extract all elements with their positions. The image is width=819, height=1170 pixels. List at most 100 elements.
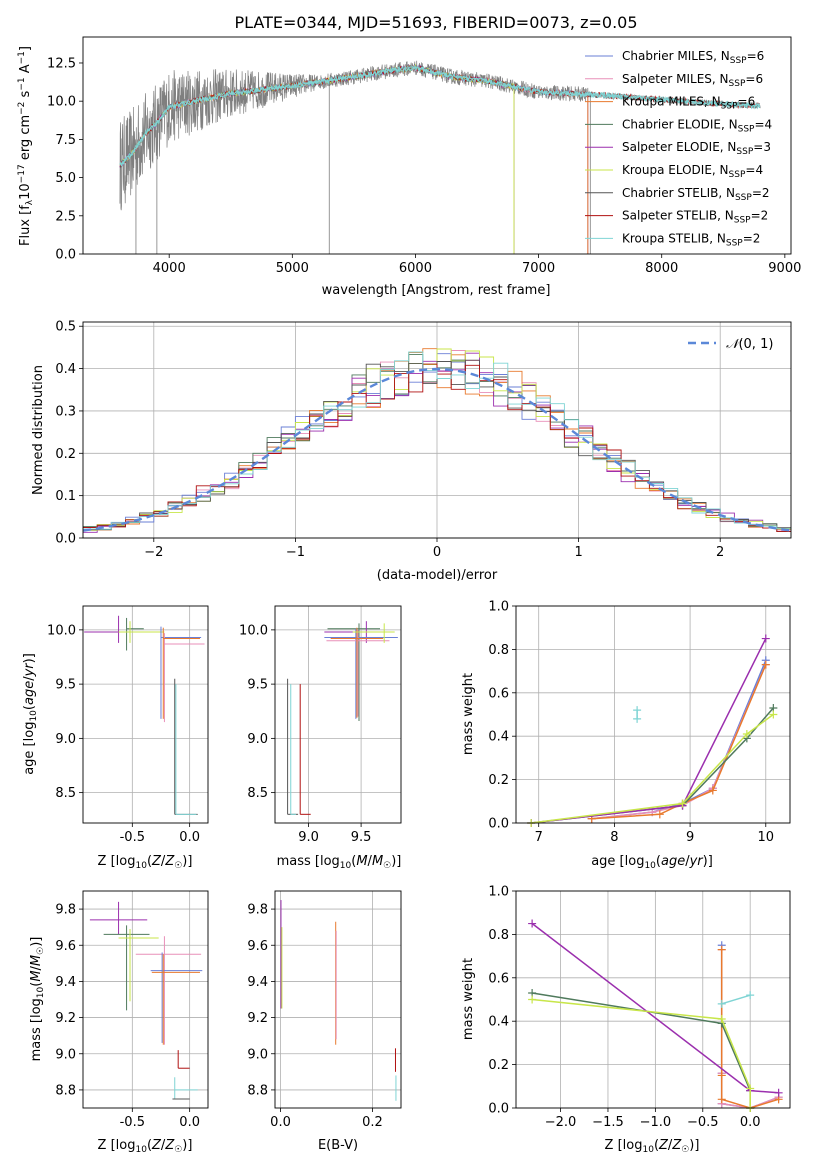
tick-label-x: −1.5 [592,1115,624,1130]
legend-entry: Kroupa STELIB, NSSP=2 [622,231,760,248]
tick-label-y: 0.4 [55,362,76,377]
tick-label-x: 2 [716,545,724,560]
tick-label-y: 0.5 [55,320,76,335]
errorbars [287,621,398,815]
tick-label-y: 0.0 [488,1102,509,1117]
tick-label-x: 9.0 [298,830,319,845]
series-marker [746,991,755,1000]
axis-label-y: Normed distribution [31,365,46,495]
mass-vs-metallicity-panel: -0.5 0.0 8.8 9.0 9.2 9.4 9.6 9.8 Z [log10(Z/Z☉)]… [29,890,209,1155]
tick-label-x: −2.0 [545,1115,577,1130]
legend-entry: Chabrier STELIB, NSSP=2 [622,186,770,203]
legend-entry: Salpeter ELODIE, NSSP=3 [622,140,771,157]
spectrum-panel: 4000 5000 6000 7000 8000 9000 0.0 2.5 5.0 7.5 10.0… [17,36,801,298]
axes-frame [82,890,209,1109]
tick-label-y: 0.2 [488,773,509,788]
tick-label-y: 9.6 [247,939,268,954]
age-vs-metallicity-panel: -0.5 0.0 8.5 9.0 9.5 10.0 Z [log10(Z/Z☉)] age [… [22,605,209,871]
axes-frame [274,890,402,1109]
tick-label-x: 10 [758,830,775,845]
tick-label-x: -0.5 [120,830,145,845]
axes-frame [82,605,209,824]
series-line [532,998,751,1108]
tick-label-y: 10.0 [239,623,268,638]
tick-label-y: 8.5 [247,786,268,801]
tick-label-x: −2 [144,545,163,560]
series-marker [633,706,642,715]
tick-label-y: 12.5 [47,56,76,71]
tick-label-x: 0.0 [179,830,200,845]
tick-label-y: 0.8 [488,643,509,658]
tick-label-x: 0.2 [362,1115,383,1130]
legend-entry: Kroupa MILES, NSSP=6 [622,95,755,112]
tick-label-y: 0.1 [55,489,76,504]
tick-label-y: 9.8 [247,903,268,918]
axes-frame [515,890,791,1109]
tick-label-y: 1.0 [488,600,509,615]
axis-label-x: E(B-V) [318,1138,358,1153]
series-marker [746,1084,755,1093]
series-marker [769,710,778,719]
residual-histogram-panel: −2 −1 0 1 2 0.0 0.1 0.2 0.3 0.4 0.5 𝒩(0, 1) (data-mo… [31,320,792,583]
series-marker [761,660,770,669]
tick-label-x: 4000 [153,261,186,276]
tick-label-x: 8 [610,830,618,845]
tick-label-y: 0.2 [488,1058,509,1073]
axis-label-x: Z [log10(Z/Z☉)] [98,1138,193,1155]
legend-entry: Salpeter STELIB, NSSP=2 [622,209,768,226]
tick-label-y: 9.8 [55,903,76,918]
tick-label-y: 0.4 [488,1015,509,1030]
series-marker [678,799,687,808]
tick-label-y: 10.0 [47,95,76,110]
tick-label-y: 9.0 [247,732,268,747]
series-line [531,713,774,824]
tick-label-y: 9.5 [247,678,268,693]
axes-frame [82,321,792,539]
tick-label-y: 9.6 [55,939,76,954]
series-marker [633,714,642,723]
series-line [531,638,767,824]
tick-label-y: 9.5 [55,678,76,693]
tick-label-x: 0.0 [270,1115,291,1130]
tick-label-x: −1 [286,545,305,560]
tick-label-x: 9 [686,830,694,845]
axis-label-y: mass weight [461,958,476,1040]
axis-label-x: age [log10(age/yr)] [591,854,713,871]
series-marker [717,1071,726,1080]
age-vs-mass-panel: 9.0 9.5 8.5 9.0 9.5 10.0 mass [log10(M/M☉)] [239,605,402,871]
tick-label-y: 0.0 [488,817,509,832]
tick-label-x: 8000 [645,261,678,276]
axes-frame [82,36,792,255]
series-marker [708,786,717,795]
tick-label-x: 6000 [399,261,432,276]
mass-vs-ebv-panel: 0.0 0.2 8.8 9.0 9.2 9.4 9.6 9.8 E(B-V) [247,890,402,1153]
mass-weight-vs-age-panel: 7 8 9 10 0.0 0.2 0.4 0.6 0.8 1.0 age [log10(age/yr… [461,600,791,871]
series-group [528,919,783,1112]
axis-label-y: age [log10(age/yr)] [22,653,39,775]
series-marker [717,1015,726,1024]
series-marker [717,945,726,954]
tick-label-x: 0 [433,545,441,560]
legend-entry: 𝒩(0, 1) [726,337,773,352]
axis-label-x: wavelength [Angstrom, rest frame] [322,283,551,298]
tick-label-y: 9.0 [55,732,76,747]
series-marker [528,919,537,928]
tick-label-y: 8.5 [55,786,76,801]
axis-label-y: mass weight [461,673,476,755]
tick-label-y: 0.2 [55,447,76,462]
axis-label-x: Z [log10(Z/Z☉)] [98,854,193,871]
histogram-series [83,351,791,530]
tick-label-x: 5000 [276,261,309,276]
series-marker [761,634,770,643]
axes-frame [515,605,791,824]
axis-label-x: mass [log10(M/M☉)] [277,854,402,871]
series-group [527,634,778,827]
tick-label-x: 0.0 [740,1115,761,1130]
spectrum-legend: Chabrier MILES, NSSP=6 Salpeter MILES, NS… [585,49,772,248]
legend-entry: Chabrier MILES, NSSP=6 [622,49,764,66]
tick-label-y: 1.0 [488,885,509,900]
tick-label-y: 0.6 [488,686,509,701]
tick-label-y: 9.4 [247,975,268,990]
tick-label-y: 0.3 [55,404,76,419]
tick-label-x: 0.0 [179,1115,200,1130]
